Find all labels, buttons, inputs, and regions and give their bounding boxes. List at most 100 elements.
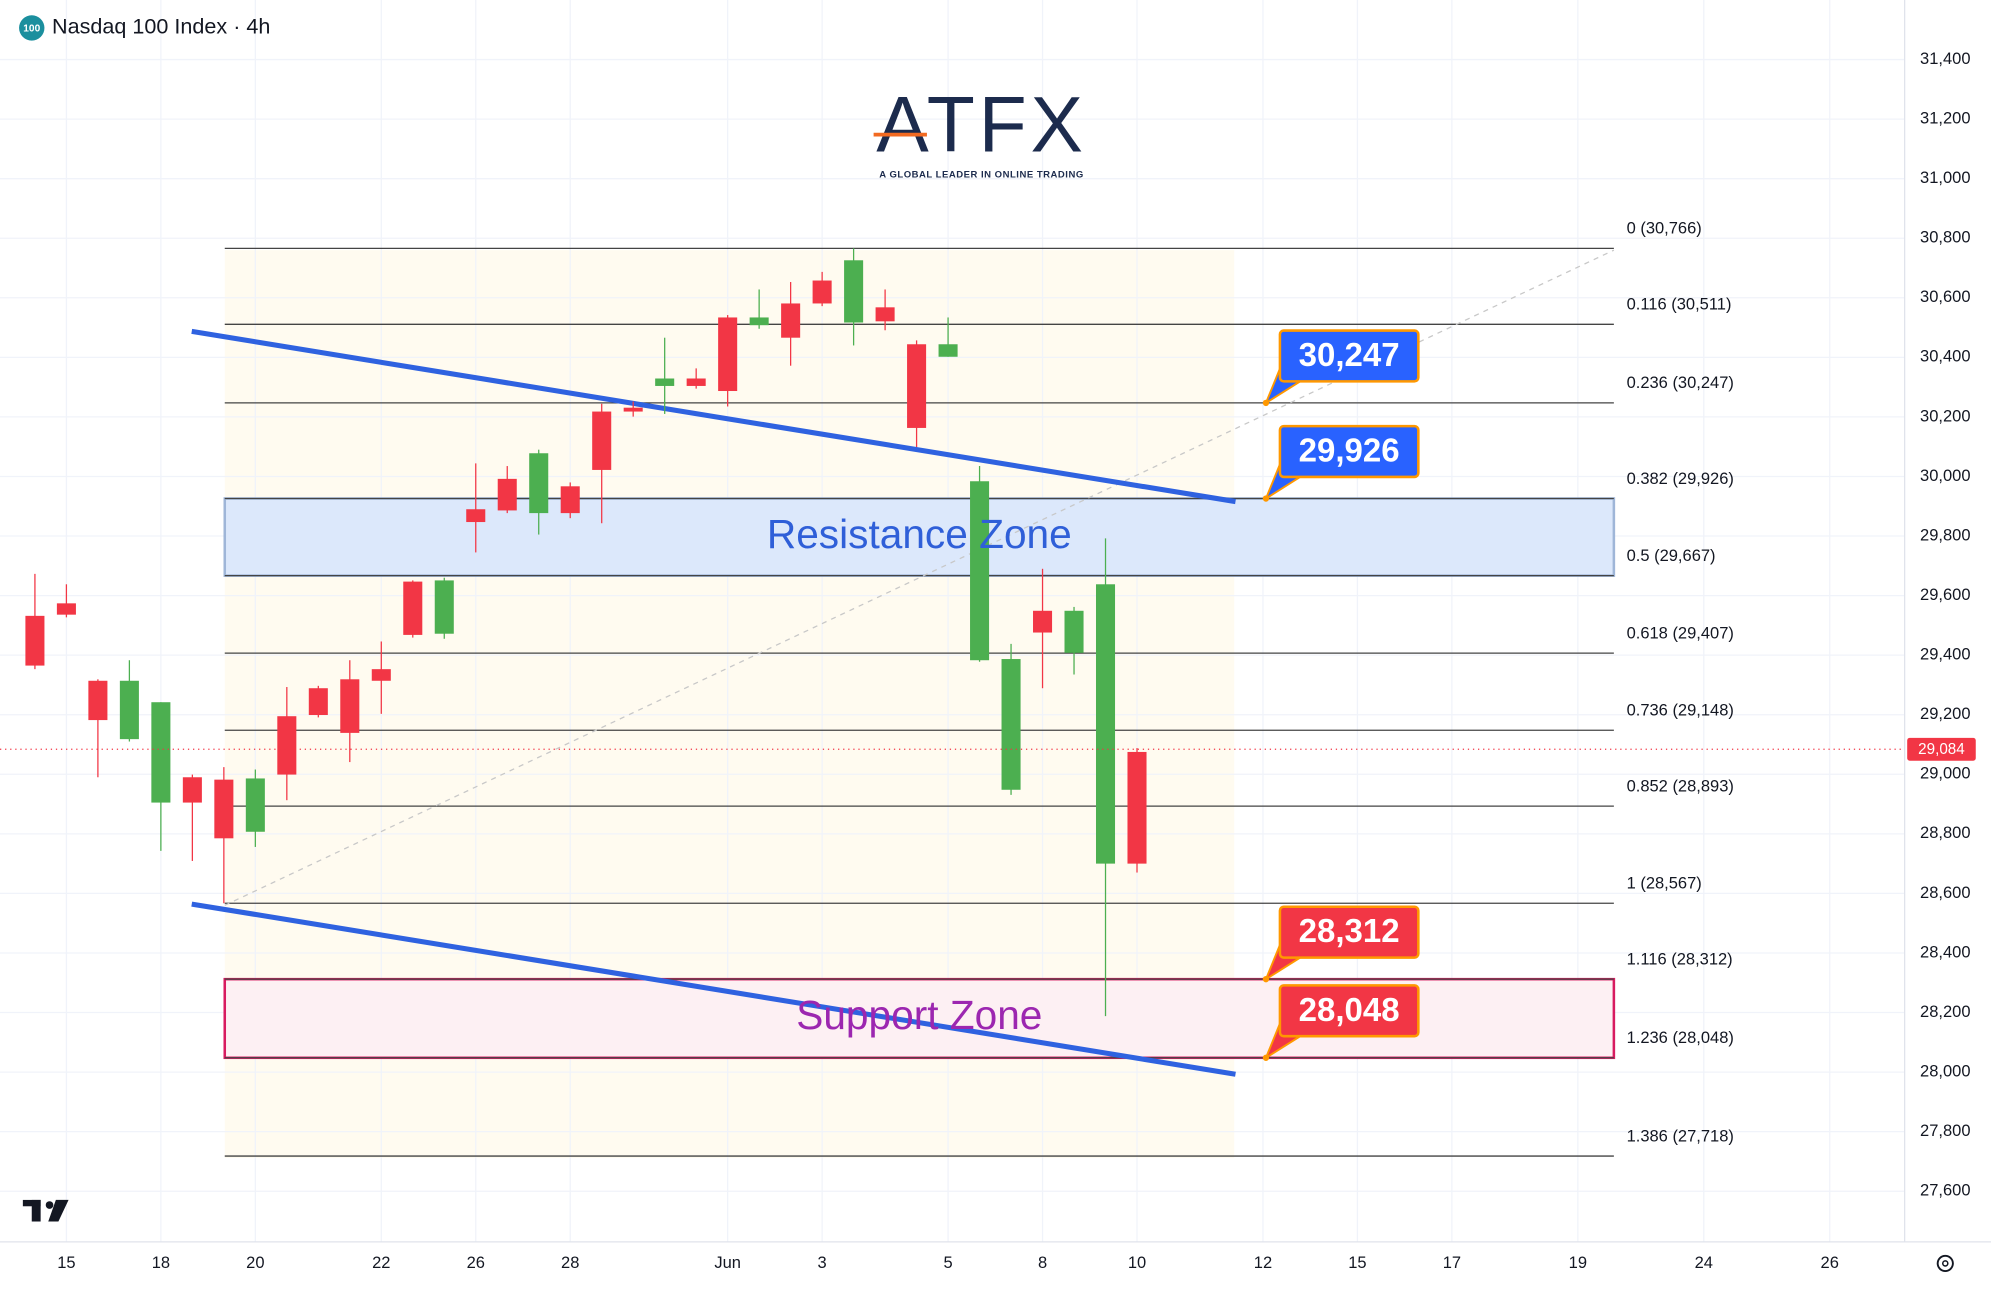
fib-label: 1 (28,567) — [1627, 875, 1702, 893]
candle-body — [875, 307, 895, 322]
y-tick-label: 28,200 — [1920, 1003, 1970, 1021]
candle-body — [1001, 659, 1021, 790]
candle-body — [844, 260, 864, 323]
x-tick-label: 18 — [152, 1254, 170, 1272]
candle-body — [1095, 584, 1116, 864]
fib-trend-line — [224, 249, 1615, 906]
y-tick-label: 29,200 — [1920, 705, 1970, 723]
callout-box — [1278, 905, 1420, 959]
candle-body — [340, 679, 360, 733]
callout-anchor — [1262, 399, 1270, 407]
y-tick-label: 28,600 — [1920, 884, 1970, 902]
fib-label: 0.852 (28,893) — [1627, 777, 1734, 795]
x-tick-label: 8 — [1038, 1254, 1047, 1272]
callout-box — [1278, 424, 1420, 479]
candle-body — [1127, 751, 1147, 864]
candle-body — [88, 680, 108, 721]
logo-part — [31, 1199, 41, 1222]
fib-label: 1.236 (28,048) — [1627, 1029, 1734, 1047]
fib-label: 0.5 (29,667) — [1627, 547, 1716, 565]
candle-body — [497, 478, 517, 511]
last-price-box — [1907, 737, 1976, 761]
x-tick-label: 10 — [1128, 1254, 1146, 1272]
y-tick-label: 30,000 — [1920, 467, 1970, 485]
zone-label: Support Zone — [796, 992, 1042, 1038]
callout-box — [1278, 329, 1420, 383]
callout-label: 28,312 — [1299, 912, 1400, 949]
y-tick-label: 27,600 — [1920, 1182, 1970, 1200]
callout-anchor — [1262, 1054, 1270, 1061]
fib-label: 1.116 (28,312) — [1627, 950, 1733, 968]
tradingview-logo — [22, 1199, 69, 1222]
settings-button[interactable] — [1936, 1254, 1954, 1272]
x-tick-label: 28 — [561, 1254, 579, 1272]
y-tick-label: 30,600 — [1920, 288, 1970, 306]
fib-label: 1.386 (27,718) — [1627, 1127, 1734, 1145]
logo-part — [45, 1201, 54, 1209]
candle-body — [245, 778, 265, 832]
callouts: Resistance Zone Support Zone 30,247 29,926 2… — [767, 329, 1420, 1061]
y-tick-label: 29,800 — [1920, 526, 1970, 544]
candle-body — [214, 779, 234, 839]
candle-body — [907, 344, 927, 428]
x-tick-label: 12 — [1254, 1254, 1272, 1272]
x-tick-label: 17 — [1443, 1254, 1461, 1272]
x-tick-label: 20 — [246, 1254, 264, 1272]
y-tick-label: 30,200 — [1920, 407, 1970, 425]
y-tick-label: 30,400 — [1920, 348, 1970, 366]
x-tick-label: 24 — [1695, 1254, 1713, 1272]
candle-body — [970, 481, 990, 661]
x-tick-label: 22 — [372, 1254, 390, 1272]
y-tick-label: 31,200 — [1920, 109, 1970, 127]
callout-label: 30,247 — [1299, 336, 1400, 373]
symbol-badge — [19, 15, 45, 41]
y-tick-label: 31,000 — [1920, 169, 1970, 187]
logo-part — [22, 1199, 41, 1207]
y-tick-label: 29,000 — [1920, 765, 1970, 783]
candle-body — [182, 777, 202, 803]
fib-label: 0.618 (29,407) — [1627, 624, 1734, 642]
fib-label: 0 (30,766) — [1627, 220, 1702, 238]
fibonacci: 0 (30,766) 0.116 (30,511) 0.236 (30,247) 0.… — [224, 220, 1734, 1157]
y-tick-label: 28,000 — [1920, 1062, 1970, 1080]
chart-title: Nasdaq 100 Index · 4h — [52, 14, 270, 39]
candle-body — [686, 378, 706, 386]
candle-body — [812, 280, 832, 304]
settings-button-center — [1941, 1260, 1949, 1267]
candles — [25, 248, 1147, 1017]
symbol-badge-text: 100 — [23, 23, 40, 34]
candle-body — [56, 603, 76, 615]
candle-body — [25, 615, 45, 666]
logo-name: ATFX — [876, 81, 1087, 169]
callout-anchor — [1262, 975, 1270, 983]
y-tick-label: 28,800 — [1920, 824, 1970, 842]
y-tick-label: 28,400 — [1920, 943, 1970, 961]
y-tick-label: 27,800 — [1920, 1122, 1970, 1140]
candle-body — [151, 702, 171, 803]
y-tick-label: 29,600 — [1920, 586, 1970, 604]
y-tick-label: 29,400 — [1920, 646, 1970, 664]
upper-trend-line — [191, 328, 1236, 505]
zone-label: Resistance Zone — [767, 511, 1072, 557]
x-tick-label: 5 — [943, 1254, 952, 1272]
fib-label: 0.236 (30,247) — [1627, 374, 1734, 392]
y-tick-label: 30,800 — [1920, 229, 1970, 247]
candle-body — [938, 344, 958, 357]
candle-body — [1064, 610, 1084, 653]
logo-part — [48, 1199, 69, 1222]
candle-body — [466, 509, 486, 523]
candle-body — [119, 680, 139, 740]
candle-body — [592, 411, 612, 470]
candle-body — [277, 716, 297, 775]
candle-body — [403, 581, 423, 635]
candle-body — [781, 303, 801, 338]
candle-body — [718, 317, 738, 392]
x-tick-label: 26 — [467, 1254, 485, 1272]
x-tick-label: 15 — [57, 1254, 75, 1272]
callout-anchor — [1262, 495, 1270, 502]
x-tick-label: 3 — [818, 1254, 827, 1272]
callout-box — [1278, 984, 1420, 1038]
